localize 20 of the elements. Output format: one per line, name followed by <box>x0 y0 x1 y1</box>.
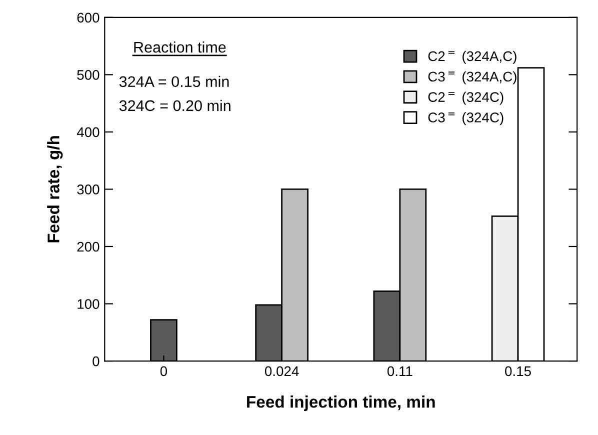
y-tick-label: 400 <box>76 127 100 138</box>
y-tick-label: 200 <box>77 242 100 252</box>
x-tick-label: 0 <box>160 366 168 376</box>
annotation: 324A = 0.15 min <box>119 76 229 88</box>
legend-label: C2$^{=}$ (324A,C) <box>428 50 516 64</box>
y-tick-label: 300 <box>77 184 100 194</box>
legend-label: C3$^{=}$ (324C) <box>428 112 504 126</box>
x-tick-label: 0.024 <box>264 366 299 376</box>
y-tick-label: 600 <box>77 12 100 23</box>
y-axis-title: Feed rate, g/h <box>47 136 63 242</box>
y-tick-label: 100 <box>78 299 100 309</box>
legend-label: C3$^{=}$ (324A,C) <box>428 71 516 84</box>
annotation: 324C = 0.20 min <box>119 100 230 112</box>
legend-label: C2$^{=}$ (324C) <box>428 92 504 105</box>
x-tick-label: 0.15 <box>505 366 531 376</box>
x-tick-label: 0.11 <box>387 366 412 376</box>
x-axis-title: Feed injection time, min <box>247 396 435 412</box>
y-tick-label: 0 <box>92 356 100 366</box>
annotation: Reaction time <box>134 41 226 53</box>
y-tick-label: 500 <box>77 70 100 80</box>
